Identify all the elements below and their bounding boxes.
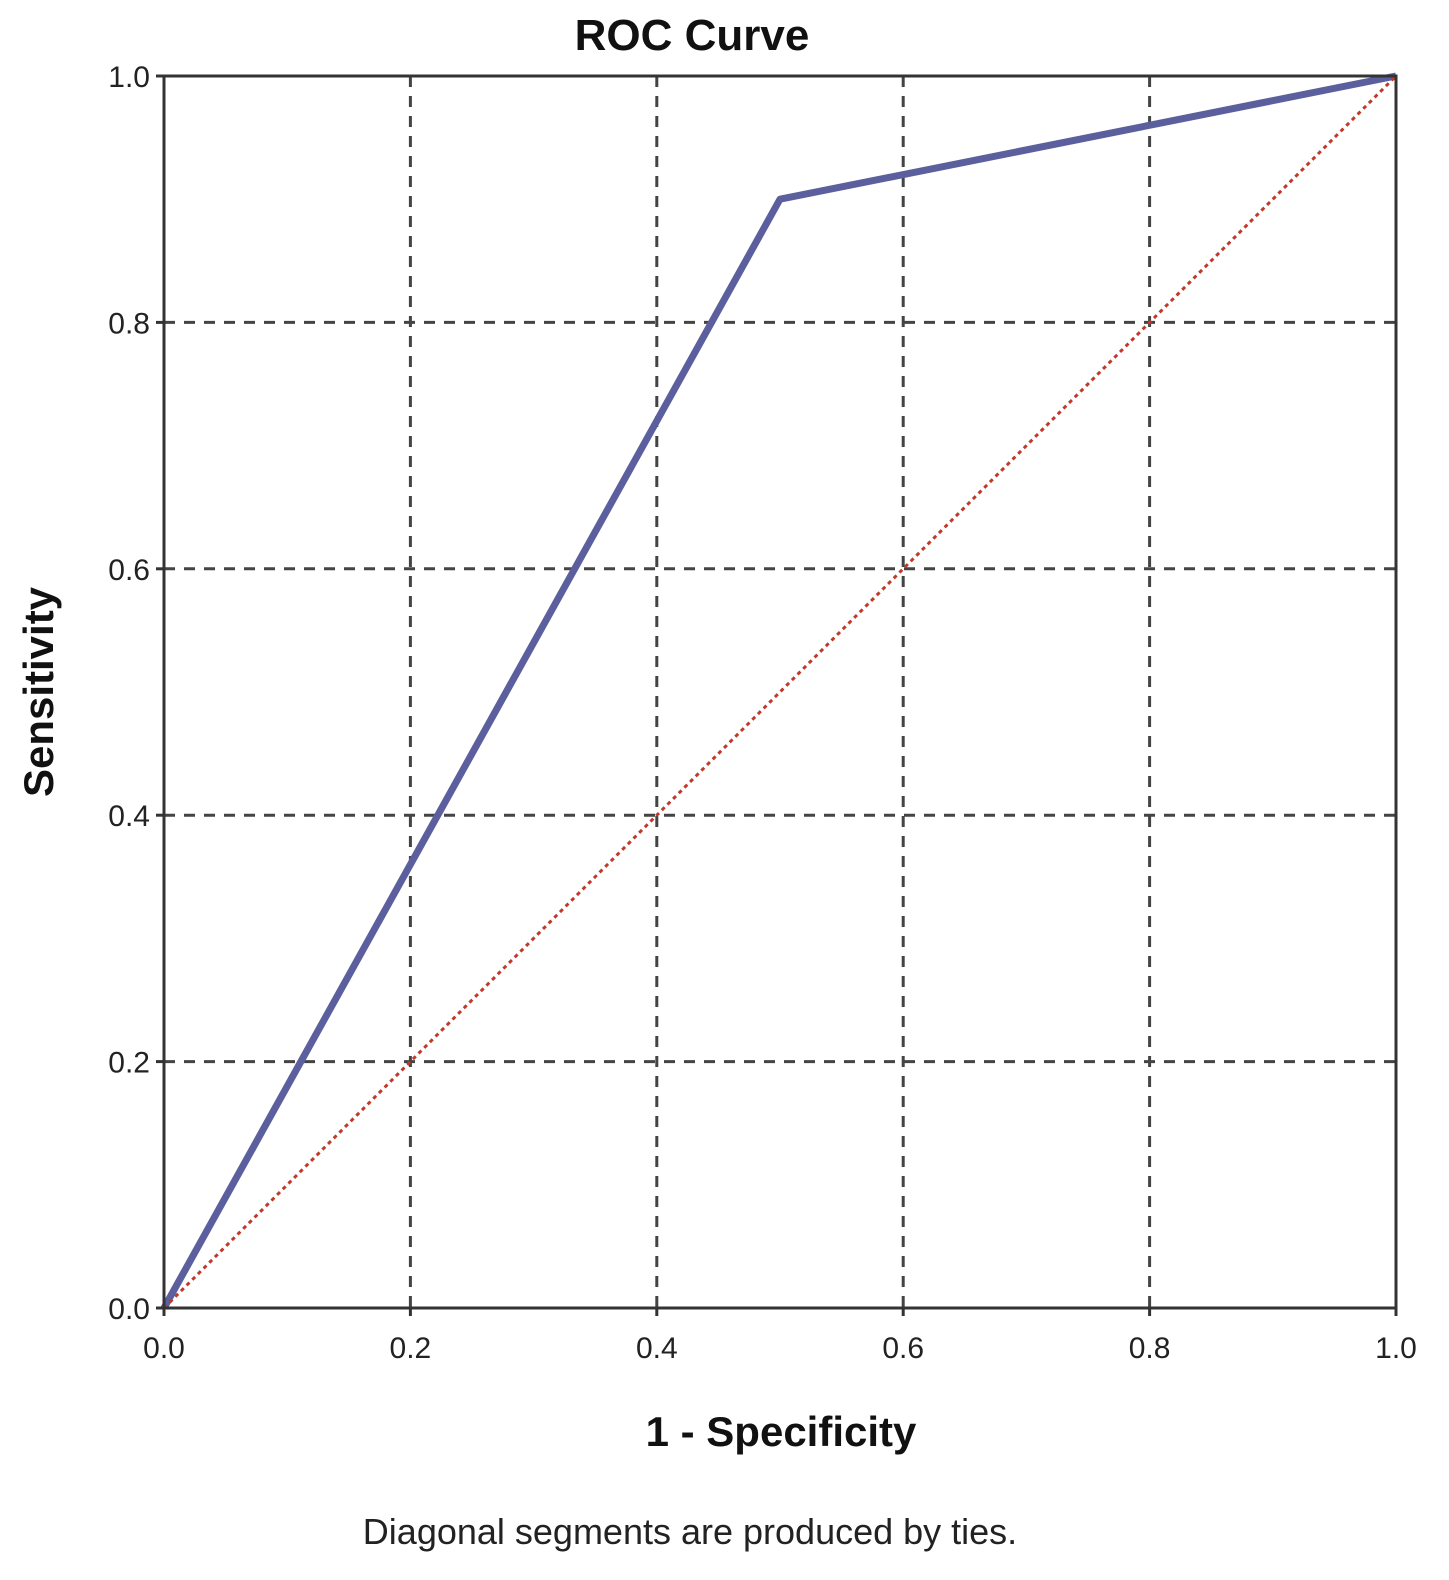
- roc-curve: [160, 72, 1397, 1310]
- y-tick-label: 0.6: [108, 554, 150, 587]
- x-tick-label: 0.6: [882, 1332, 924, 1365]
- y-tick-label: 0.4: [108, 800, 150, 833]
- series-layer: [160, 72, 1398, 1310]
- y-tick-label: 0.0: [108, 1293, 150, 1326]
- x-tick-label: 1.0: [1375, 1332, 1417, 1365]
- y-tick-label: 1.0: [108, 61, 150, 94]
- grid-layer: [164, 76, 1396, 1308]
- reference-line: [162, 74, 1398, 1310]
- plot-border: [162, 74, 1398, 1310]
- y-tick-label: 0.2: [108, 1047, 150, 1080]
- y-axis-label: Sensitivity: [15, 586, 62, 797]
- x-tick-label: 0.0: [143, 1332, 185, 1365]
- chart-title: ROC Curve: [575, 11, 810, 60]
- y-tick-label: 0.8: [108, 307, 150, 340]
- plot-frame: [162, 74, 1398, 1310]
- x-tick-labels: 0.0 0.2 0.4 0.6 0.8 1.0: [143, 1308, 1417, 1365]
- x-tick-label: 0.8: [1129, 1332, 1171, 1365]
- chart-footnote: Diagonal segments are produced by ties.: [363, 1511, 1017, 1552]
- x-axis-label: 1 - Specificity: [646, 1408, 917, 1455]
- x-tick-label: 0.2: [390, 1332, 432, 1365]
- x-tick-label: 0.4: [636, 1332, 678, 1365]
- y-tick-labels: 0.0 0.2 0.4 0.6 0.8 1.0: [108, 61, 164, 1326]
